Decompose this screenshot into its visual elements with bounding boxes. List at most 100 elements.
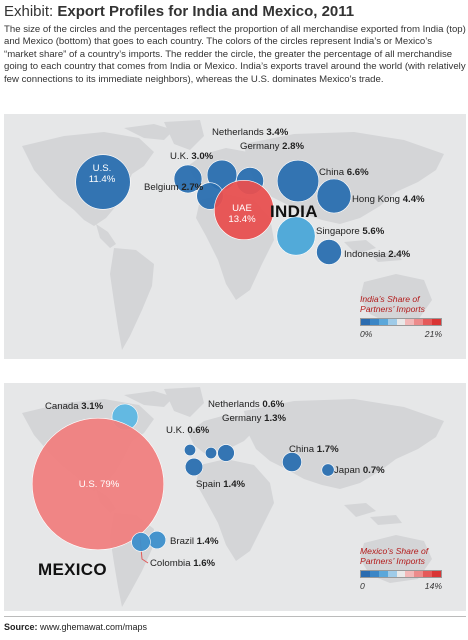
mexico-japan-name: Japan — [334, 465, 361, 476]
legend-swatch — [361, 571, 370, 577]
india-netherlands-name: Netherlands — [212, 127, 264, 138]
mexico-legend-min: 0 — [360, 581, 365, 591]
india-legend-title-1: India’s Share of — [360, 294, 420, 304]
legend-swatch — [432, 319, 442, 325]
legend-swatch — [387, 571, 397, 577]
title-main: Export Profiles for India and Mexico, 20… — [57, 3, 355, 20]
intro-text: The size of the circles and the percenta… — [4, 24, 466, 85]
india-landmass — [22, 120, 444, 350]
india-world-map — [22, 120, 444, 350]
mexico-circle-uk — [184, 443, 197, 456]
mexico-legend: Mexico’s Share of Partners’ Imports 0 14% — [360, 546, 442, 591]
india-label-singapore: Singapore 5.6% — [316, 226, 384, 237]
india-belgium-pct: 2.7% — [181, 182, 204, 193]
title-prefix: Exhibit: — [4, 3, 58, 20]
legend-swatch — [378, 319, 388, 325]
mexico-circle-colombia — [131, 532, 151, 552]
india-germany-name: Germany — [240, 141, 280, 152]
india-hongkong-pct: 4.4% — [402, 194, 425, 205]
mexico-partner-circles — [31, 403, 335, 552]
mexico-japan-pct: 0.7% — [362, 465, 385, 476]
mexico-label-china: China 1.7% — [289, 444, 339, 455]
mexico-label-colombia: Colombia 1.6% — [150, 558, 215, 569]
india-uk-name: U.K. — [170, 151, 189, 162]
india-circle-uk — [173, 164, 203, 194]
india-netherlands-pct: 3.4% — [266, 127, 289, 138]
india-map-panel: U.S. 11.4% UAE 13.4% U.K. 3.0% Netherlands… — [4, 114, 466, 359]
mexico-spain-name: Spain — [196, 479, 221, 490]
source-line: Source: www.ghemawat.com/maps — [4, 622, 147, 632]
legend-swatch — [396, 571, 406, 577]
india-label-hongkong: Hong Kong 4.4% — [352, 194, 425, 205]
mexico-circle-netherlands — [205, 447, 218, 460]
mexico-germany-name: Germany — [222, 413, 262, 424]
mexico-label-uk: U.K. 0.6% — [166, 425, 209, 436]
india-circle-us — [75, 154, 131, 210]
india-legend-scale — [360, 318, 442, 326]
india-uae-pct: 13.4% — [228, 214, 256, 225]
india-label-belgium: Belgium 2.7% — [144, 182, 203, 193]
mexico-circle-spain — [184, 457, 204, 477]
mexico-colombia-pct: 1.6% — [193, 558, 216, 569]
mexico-spain-pct: 1.4% — [223, 479, 246, 490]
legend-swatch — [378, 571, 388, 577]
mexico-us-pct: 79% — [100, 479, 120, 490]
legend-swatch — [423, 319, 433, 325]
legend-swatch — [369, 571, 379, 577]
india-label-indonesia: Indonesia 2.4% — [344, 249, 410, 260]
legend-swatch — [387, 319, 397, 325]
exhibit-title: Exhibit: Export Profiles for India and M… — [4, 2, 464, 22]
india-legend-max: 21% — [424, 329, 442, 339]
mexico-legend-title-1: Mexico’s Share of — [360, 546, 429, 556]
mexico-colombia-name: Colombia — [150, 558, 191, 569]
source-label: Source: — [4, 622, 38, 632]
india-legend: India’s Share of Partners’ Imports 0% 21% — [360, 294, 442, 339]
mexico-netherlands-pct: 0.6% — [262, 399, 285, 410]
india-indonesia-pct: 2.4% — [388, 249, 411, 260]
mexico-circle-germany — [217, 444, 235, 462]
india-circle-china — [276, 159, 320, 203]
mexico-china-pct: 1.7% — [316, 444, 339, 455]
mexico-uk-name: U.K. — [166, 425, 185, 436]
mexico-legend-scale — [360, 570, 442, 578]
mexico-label-canada: Canada 3.1% — [45, 401, 103, 412]
mexico-country-label: MEXICO — [38, 560, 107, 579]
legend-swatch — [361, 319, 370, 325]
india-germany-pct: 2.8% — [282, 141, 304, 152]
india-label-uk: U.K. 3.0% — [170, 151, 213, 162]
india-indonesia-name: Indonesia — [344, 249, 386, 260]
india-china-pct: 6.6% — [346, 167, 369, 178]
india-singapore-pct: 5.6% — [362, 226, 385, 237]
india-label-netherlands: Netherlands 3.4% — [212, 127, 288, 138]
legend-swatch — [414, 571, 424, 577]
legend-swatch — [369, 319, 379, 325]
india-country-label: INDIA — [270, 202, 318, 221]
source-divider — [4, 616, 466, 617]
mexico-label-spain: Spain 1.4% — [196, 479, 245, 490]
india-label-germany: Germany 2.8% — [240, 141, 304, 152]
mexico-legend-max: 14% — [424, 581, 442, 591]
india-belgium-name: Belgium — [144, 182, 179, 193]
mexico-label-netherlands: Netherlands 0.6% — [208, 399, 284, 410]
legend-swatch — [414, 319, 424, 325]
mexico-circle-china — [282, 452, 302, 472]
mexico-circle-japan — [321, 463, 335, 477]
legend-swatch — [432, 571, 442, 577]
mexico-canada-name: Canada — [45, 401, 79, 412]
mexico-circle-brazil — [147, 530, 167, 550]
legend-swatch — [405, 319, 415, 325]
mexico-us-name: U.S. — [78, 479, 98, 490]
india-legend-min: 0% — [360, 329, 373, 339]
india-singapore-name: Singapore — [316, 226, 360, 237]
mexico-germany-pct: 1.3% — [264, 413, 286, 424]
india-circle-indonesia — [316, 239, 342, 265]
india-circle-hongkong — [316, 178, 352, 214]
india-circle-uae — [214, 180, 275, 241]
india-us-inside-label: U.S. 11.4% — [82, 163, 122, 185]
india-legend-title-2: Partners’ Imports — [360, 304, 425, 314]
india-uk-pct: 3.0% — [191, 151, 214, 162]
mexico-uk-pct: 0.6% — [187, 425, 210, 436]
india-us-pct: 11.4% — [88, 174, 116, 185]
mexico-label-brazil: Brazil 1.4% — [170, 536, 219, 547]
mexico-us-inside-label: U.S. 79% — [64, 479, 134, 490]
